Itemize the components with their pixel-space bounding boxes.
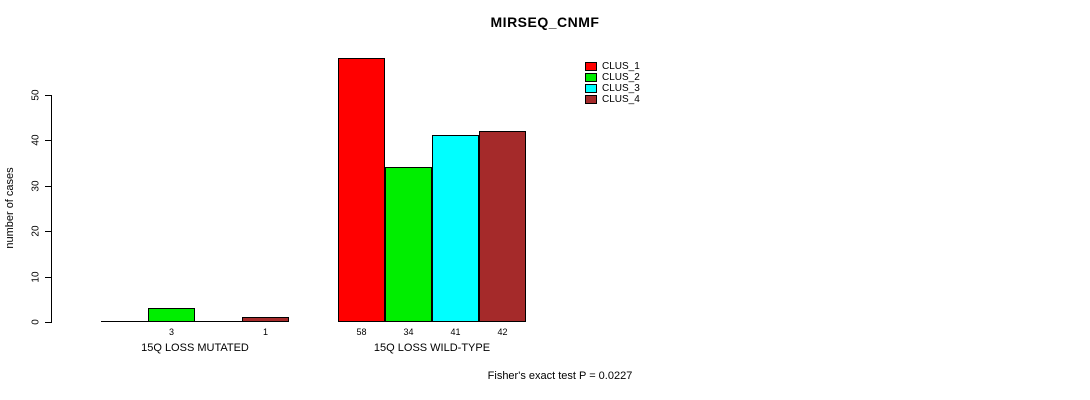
y-axis-tick-label: 40 <box>30 134 42 146</box>
bar-value-label: 1 <box>262 327 268 337</box>
legend-swatch-CLUS_2 <box>585 73 597 82</box>
y-axis-tick-label: 10 <box>30 271 42 283</box>
bar-CLUS_3 <box>432 135 479 322</box>
y-axis-tick <box>45 140 51 141</box>
bar-CLUS_3-zero <box>195 321 242 322</box>
legend-item-CLUS_2: CLUS_2 <box>585 72 640 83</box>
bar-value-label: 34 <box>403 327 414 337</box>
bar-value-label: 58 <box>356 327 367 337</box>
y-axis-tick <box>45 322 51 323</box>
bar-CLUS_2 <box>148 308 195 322</box>
legend: CLUS_1 CLUS_2 CLUS_3 CLUS_4 <box>585 61 640 105</box>
legend-item-CLUS_3: CLUS_3 <box>585 83 640 94</box>
x-axis-group-label: 15Q LOSS MUTATED <box>141 342 249 354</box>
x-axis-group-label: 15Q LOSS WILD-TYPE <box>373 342 491 354</box>
bar-CLUS_1 <box>338 58 385 322</box>
legend-label: CLUS_1 <box>602 61 640 72</box>
y-axis-tick-label: 20 <box>30 225 42 237</box>
y-axis-tick-label: 0 <box>30 319 42 325</box>
y-axis-tick-label: 50 <box>30 89 42 101</box>
legend-swatch-CLUS_1 <box>585 62 597 71</box>
y-axis-tick <box>45 277 51 278</box>
legend-label: CLUS_2 <box>602 72 640 83</box>
bar-CLUS_4 <box>242 317 289 322</box>
y-axis-tick <box>45 95 51 96</box>
legend-swatch-CLUS_4 <box>585 95 597 104</box>
footnote-pvalue: Fisher's exact test P = 0.0227 <box>487 370 633 382</box>
bar-CLUS_2 <box>385 167 432 322</box>
chart-title: MIRSEQ_CNMF <box>490 14 600 30</box>
bar-value-label: 41 <box>450 327 461 337</box>
legend-item-CLUS_1: CLUS_1 <box>585 61 640 72</box>
legend-swatch-CLUS_3 <box>585 84 597 93</box>
y-axis-tick <box>45 186 51 187</box>
bar-value-label: 3 <box>168 327 174 337</box>
y-axis-tick-label: 30 <box>30 180 42 192</box>
y-axis-line <box>51 95 52 323</box>
legend-label: CLUS_3 <box>602 83 640 94</box>
legend-label: CLUS_4 <box>602 94 640 105</box>
legend-item-CLUS_4: CLUS_4 <box>585 94 640 105</box>
bar-CLUS_1-zero <box>101 321 148 322</box>
y-axis-tick <box>45 231 51 232</box>
bar-CLUS_4 <box>479 131 526 322</box>
bar-value-label: 42 <box>497 327 508 337</box>
